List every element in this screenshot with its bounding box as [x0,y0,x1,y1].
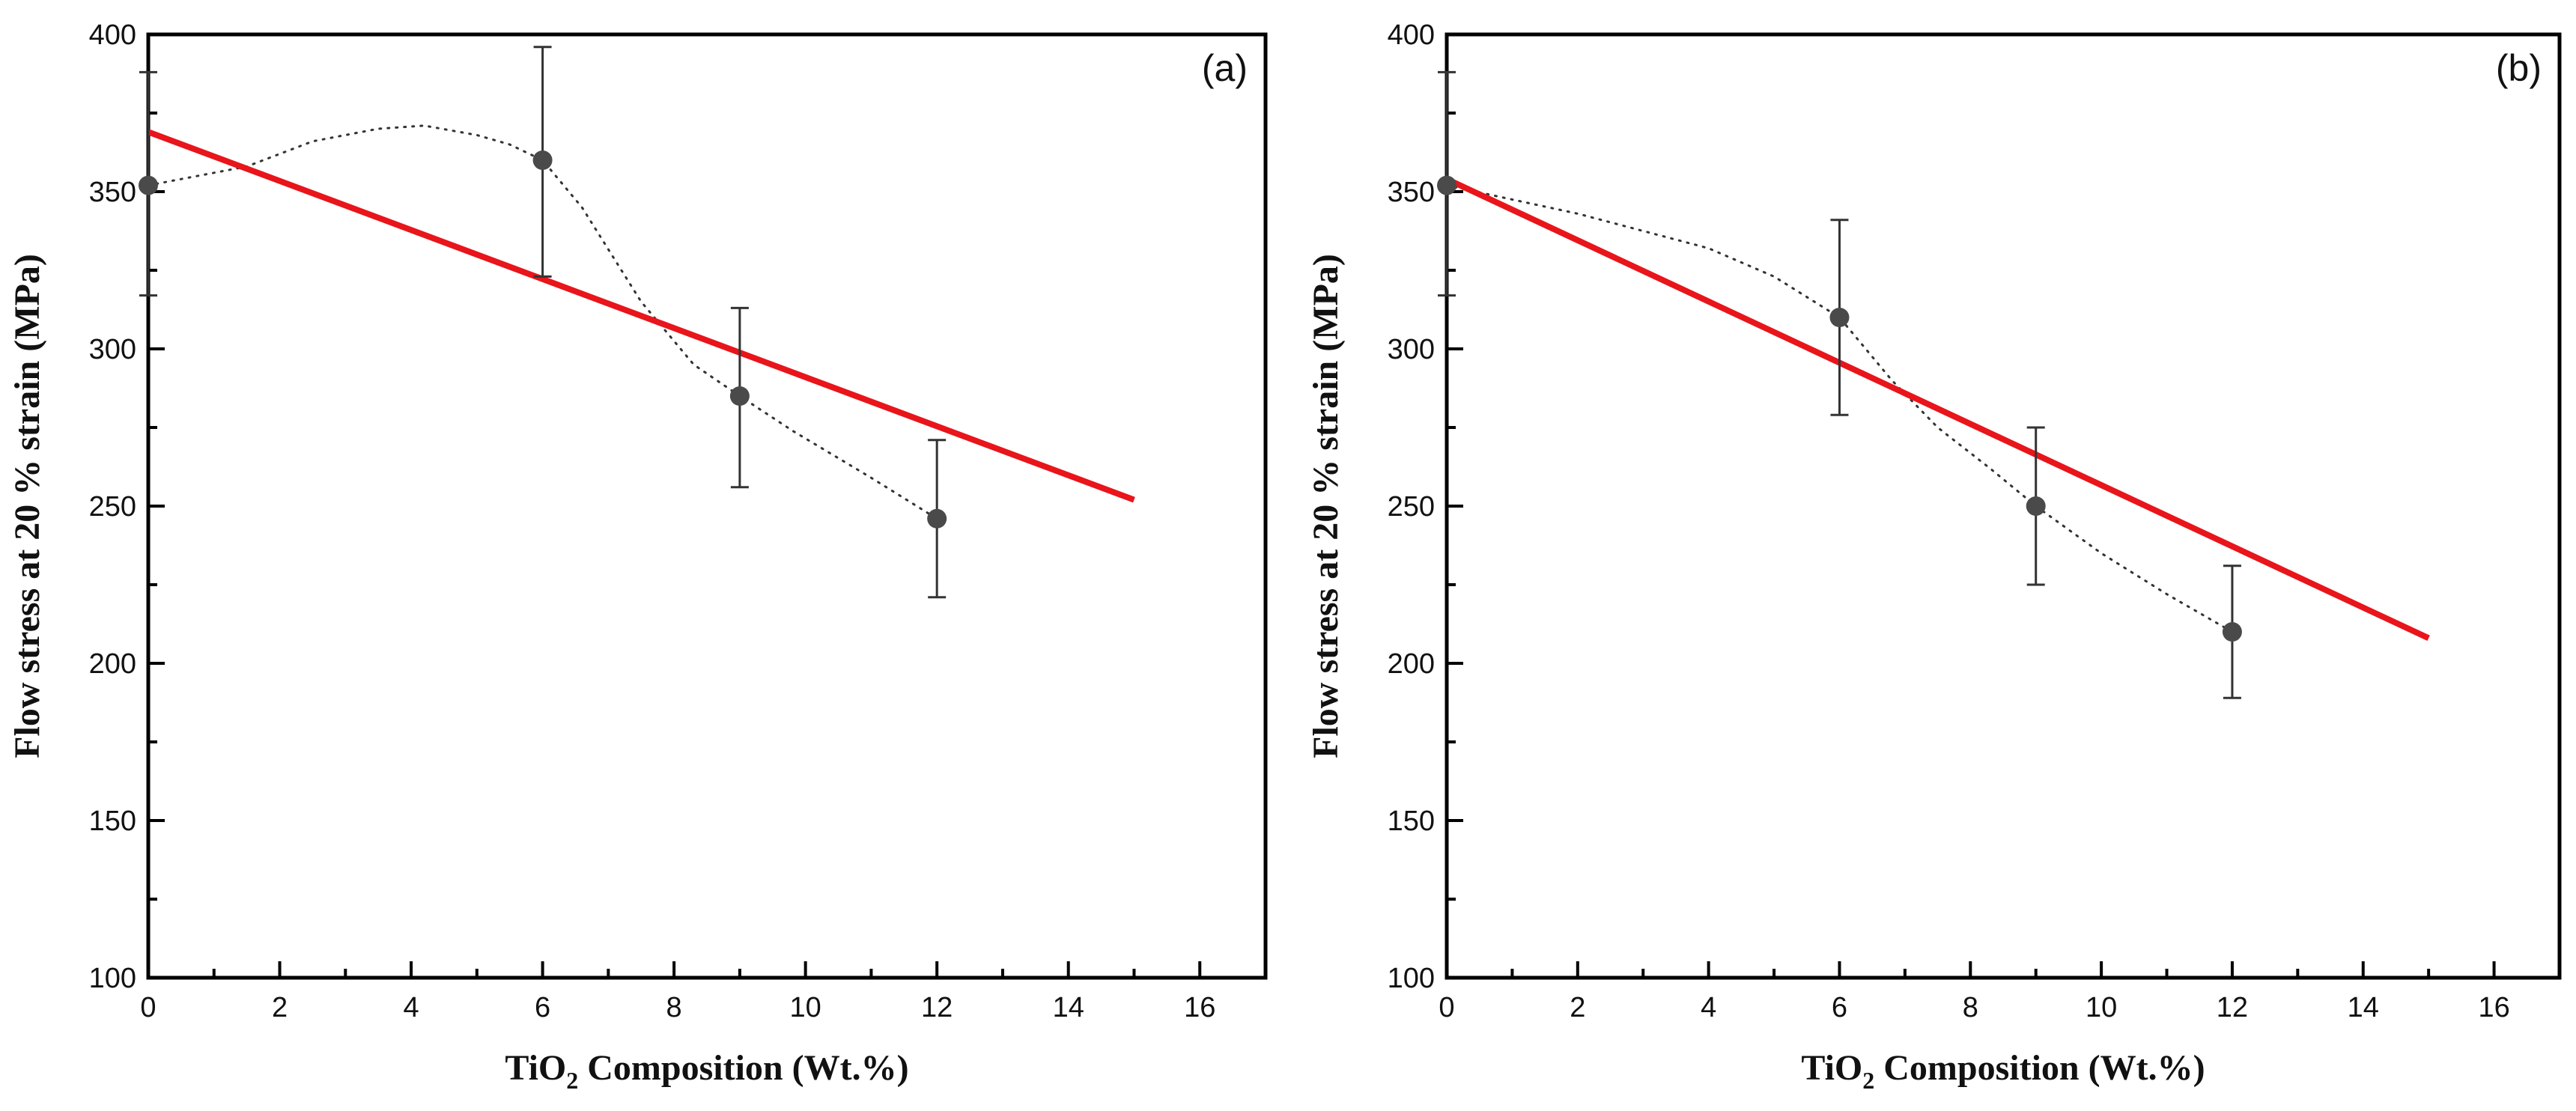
y-tick-label: 350 [1388,177,1435,208]
data-point [729,386,750,406]
y-tick-label: 300 [1388,334,1435,365]
x-tick-label: 16 [1184,992,1215,1023]
data-point [1829,308,1850,327]
data-point [1437,175,1456,195]
y-tick-label: 300 [89,334,136,365]
data-point [532,150,553,170]
panel-label: (b) [2496,47,2542,89]
x-tick-label: 6 [1832,992,1847,1023]
y-tick-label: 250 [1388,491,1435,523]
trend-curve [1445,184,2234,633]
x-tick-label: 2 [1570,992,1585,1023]
y-tick-label: 200 [89,648,136,680]
data-point [2026,496,2046,516]
y-tick-label: 200 [1388,648,1435,680]
x-tick-label: 14 [1053,992,1084,1023]
x-tick-label: 10 [2086,992,2117,1023]
y-tick-label: 400 [89,19,136,51]
plot-frame [146,32,1268,980]
x-tick-label: 6 [535,992,550,1023]
chart-panel-a: 0 2 4 6 8 10 12 14 16 100 150 200 250 300 350 400 (a) TiO… [7,19,1268,1094]
panel-label: (a) [1202,47,1248,89]
y-tick-label: 350 [89,177,136,208]
y-axis-title: Flow stress at 20 % strain (MPa) [7,254,47,758]
linear-fit-line [1445,176,2430,642]
data-point [927,508,947,529]
x-tick-label: 14 [2348,992,2379,1023]
y-tick-label: 100 [89,963,136,994]
x-tick-label: 12 [2217,992,2248,1023]
data-point [139,175,158,195]
x-tick-label: 4 [1701,992,1716,1023]
y-tick-label: 150 [1388,806,1435,837]
x-tick-label: 8 [666,992,682,1023]
x-tick-label: 4 [403,992,419,1023]
x-tick-label: 8 [1963,992,1978,1023]
y-tick-label: 250 [89,491,136,523]
x-tick-label: 2 [272,992,288,1023]
x-tick-label: 12 [921,992,953,1023]
x-tick-label: 10 [790,992,821,1023]
x-tick-label: 16 [2478,992,2509,1023]
x-tick-label: 0 [140,992,156,1023]
chart-panel-b: 0 2 4 6 8 10 12 14 16 100 150 200 250 300 350 400 (b) TiO… [1306,19,2562,1094]
linear-fit-line [147,129,1135,503]
y-tick-label: 100 [1388,963,1435,994]
y-tick-label: 150 [89,806,136,837]
y-tick-label: 400 [1388,19,1435,51]
x-axis-title: TiO2 Composition (Wt.%) [1801,1048,2205,1094]
trend-curve [147,124,938,520]
data-point [2222,622,2242,642]
x-axis-title: TiO2 Composition (Wt.%) [505,1048,908,1094]
plot-frame [1445,32,2562,980]
x-tick-label: 0 [1439,992,1454,1023]
y-axis-title: Flow stress at 20 % strain (MPa) [1306,254,1346,758]
